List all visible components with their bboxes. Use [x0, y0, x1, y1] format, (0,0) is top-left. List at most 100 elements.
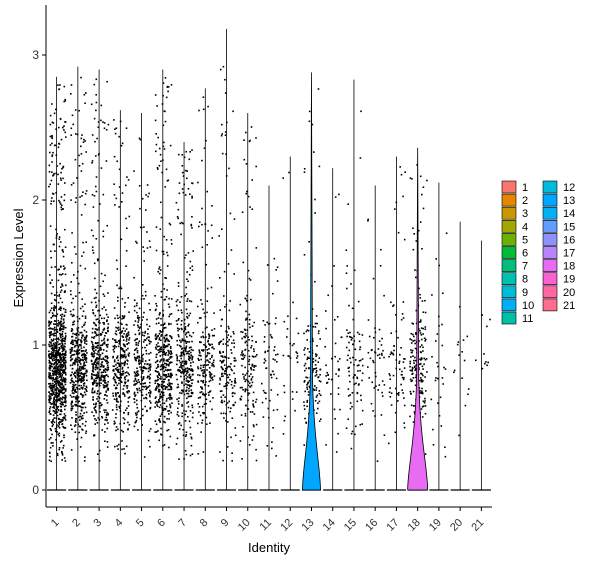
data-point	[251, 208, 254, 210]
data-point	[233, 365, 236, 367]
data-point	[81, 375, 83, 378]
data-point	[114, 128, 116, 130]
data-point	[337, 375, 340, 377]
data-point	[180, 372, 183, 374]
data-point	[92, 348, 94, 351]
data-point	[373, 387, 376, 389]
data-point	[60, 171, 62, 174]
data-point	[149, 400, 151, 402]
data-point	[61, 366, 64, 368]
data-point	[331, 357, 333, 360]
data-point	[180, 341, 182, 343]
data-point	[160, 350, 162, 353]
data-point	[453, 369, 456, 372]
data-point	[52, 418, 54, 421]
data-point	[128, 352, 131, 354]
data-point	[72, 332, 74, 335]
data-point	[137, 374, 140, 376]
data-point	[91, 377, 94, 380]
data-point	[357, 370, 359, 372]
data-point	[222, 65, 225, 68]
data-point	[53, 309, 55, 312]
data-point	[73, 392, 75, 395]
data-point	[162, 253, 165, 255]
data-point	[415, 364, 417, 367]
data-point	[263, 336, 266, 338]
data-point	[147, 386, 150, 388]
data-point	[107, 338, 109, 341]
data-point	[49, 395, 52, 398]
data-point	[60, 138, 63, 141]
data-point	[198, 406, 201, 408]
data-point	[93, 407, 95, 409]
data-point	[143, 397, 145, 400]
data-point	[125, 217, 127, 220]
data-point	[60, 325, 63, 327]
data-point	[64, 383, 67, 386]
data-point	[444, 455, 447, 458]
data-point	[167, 90, 169, 93]
data-point	[59, 321, 61, 324]
data-point	[91, 336, 93, 339]
data-point	[100, 334, 102, 336]
data-point	[124, 378, 127, 381]
data-point	[124, 376, 126, 378]
data-point	[167, 354, 169, 356]
data-point	[75, 418, 77, 420]
data-point	[126, 338, 128, 340]
data-point	[56, 454, 59, 457]
data-point	[49, 413, 52, 415]
data-point	[188, 376, 190, 379]
data-point	[57, 359, 59, 362]
data-point	[56, 363, 58, 366]
data-point	[49, 322, 52, 325]
data-point	[107, 387, 109, 390]
data-point	[53, 391, 55, 393]
data-point	[96, 357, 98, 360]
data-point	[63, 381, 66, 383]
data-point	[101, 416, 104, 419]
data-point	[121, 201, 123, 203]
data-point	[312, 358, 315, 360]
data-point	[317, 88, 320, 90]
data-point	[99, 355, 101, 358]
data-point	[181, 389, 184, 391]
data-point	[334, 355, 336, 358]
data-point	[81, 402, 83, 405]
data-point	[48, 359, 50, 362]
legend-item-7: 7	[501, 259, 528, 273]
data-point	[187, 405, 190, 408]
data-point	[83, 402, 86, 404]
data-point	[269, 334, 272, 336]
data-point	[176, 344, 179, 346]
data-point	[59, 379, 62, 381]
data-point	[201, 405, 204, 408]
data-point	[60, 336, 62, 339]
legend-label: 12	[563, 182, 575, 194]
data-point	[144, 330, 147, 333]
data-point	[388, 442, 390, 445]
data-point	[226, 376, 229, 379]
data-point	[78, 384, 81, 387]
data-point	[50, 377, 52, 379]
data-point	[176, 363, 178, 366]
legend-item-13: 13	[542, 193, 575, 207]
data-point	[402, 301, 405, 303]
data-point	[169, 388, 171, 391]
data-point	[136, 311, 138, 314]
data-point	[197, 403, 199, 405]
data-point	[157, 384, 160, 386]
data-point	[221, 375, 223, 378]
y-tick-label: 0	[32, 483, 39, 497]
data-point	[103, 306, 105, 308]
data-point	[205, 355, 208, 358]
data-point	[54, 378, 57, 381]
data-point	[118, 382, 120, 385]
data-point	[123, 384, 125, 387]
data-point	[52, 359, 54, 362]
data-point	[58, 238, 61, 240]
data-point	[191, 269, 194, 271]
data-point	[244, 374, 247, 376]
data-point	[410, 342, 413, 344]
data-point	[71, 315, 74, 317]
